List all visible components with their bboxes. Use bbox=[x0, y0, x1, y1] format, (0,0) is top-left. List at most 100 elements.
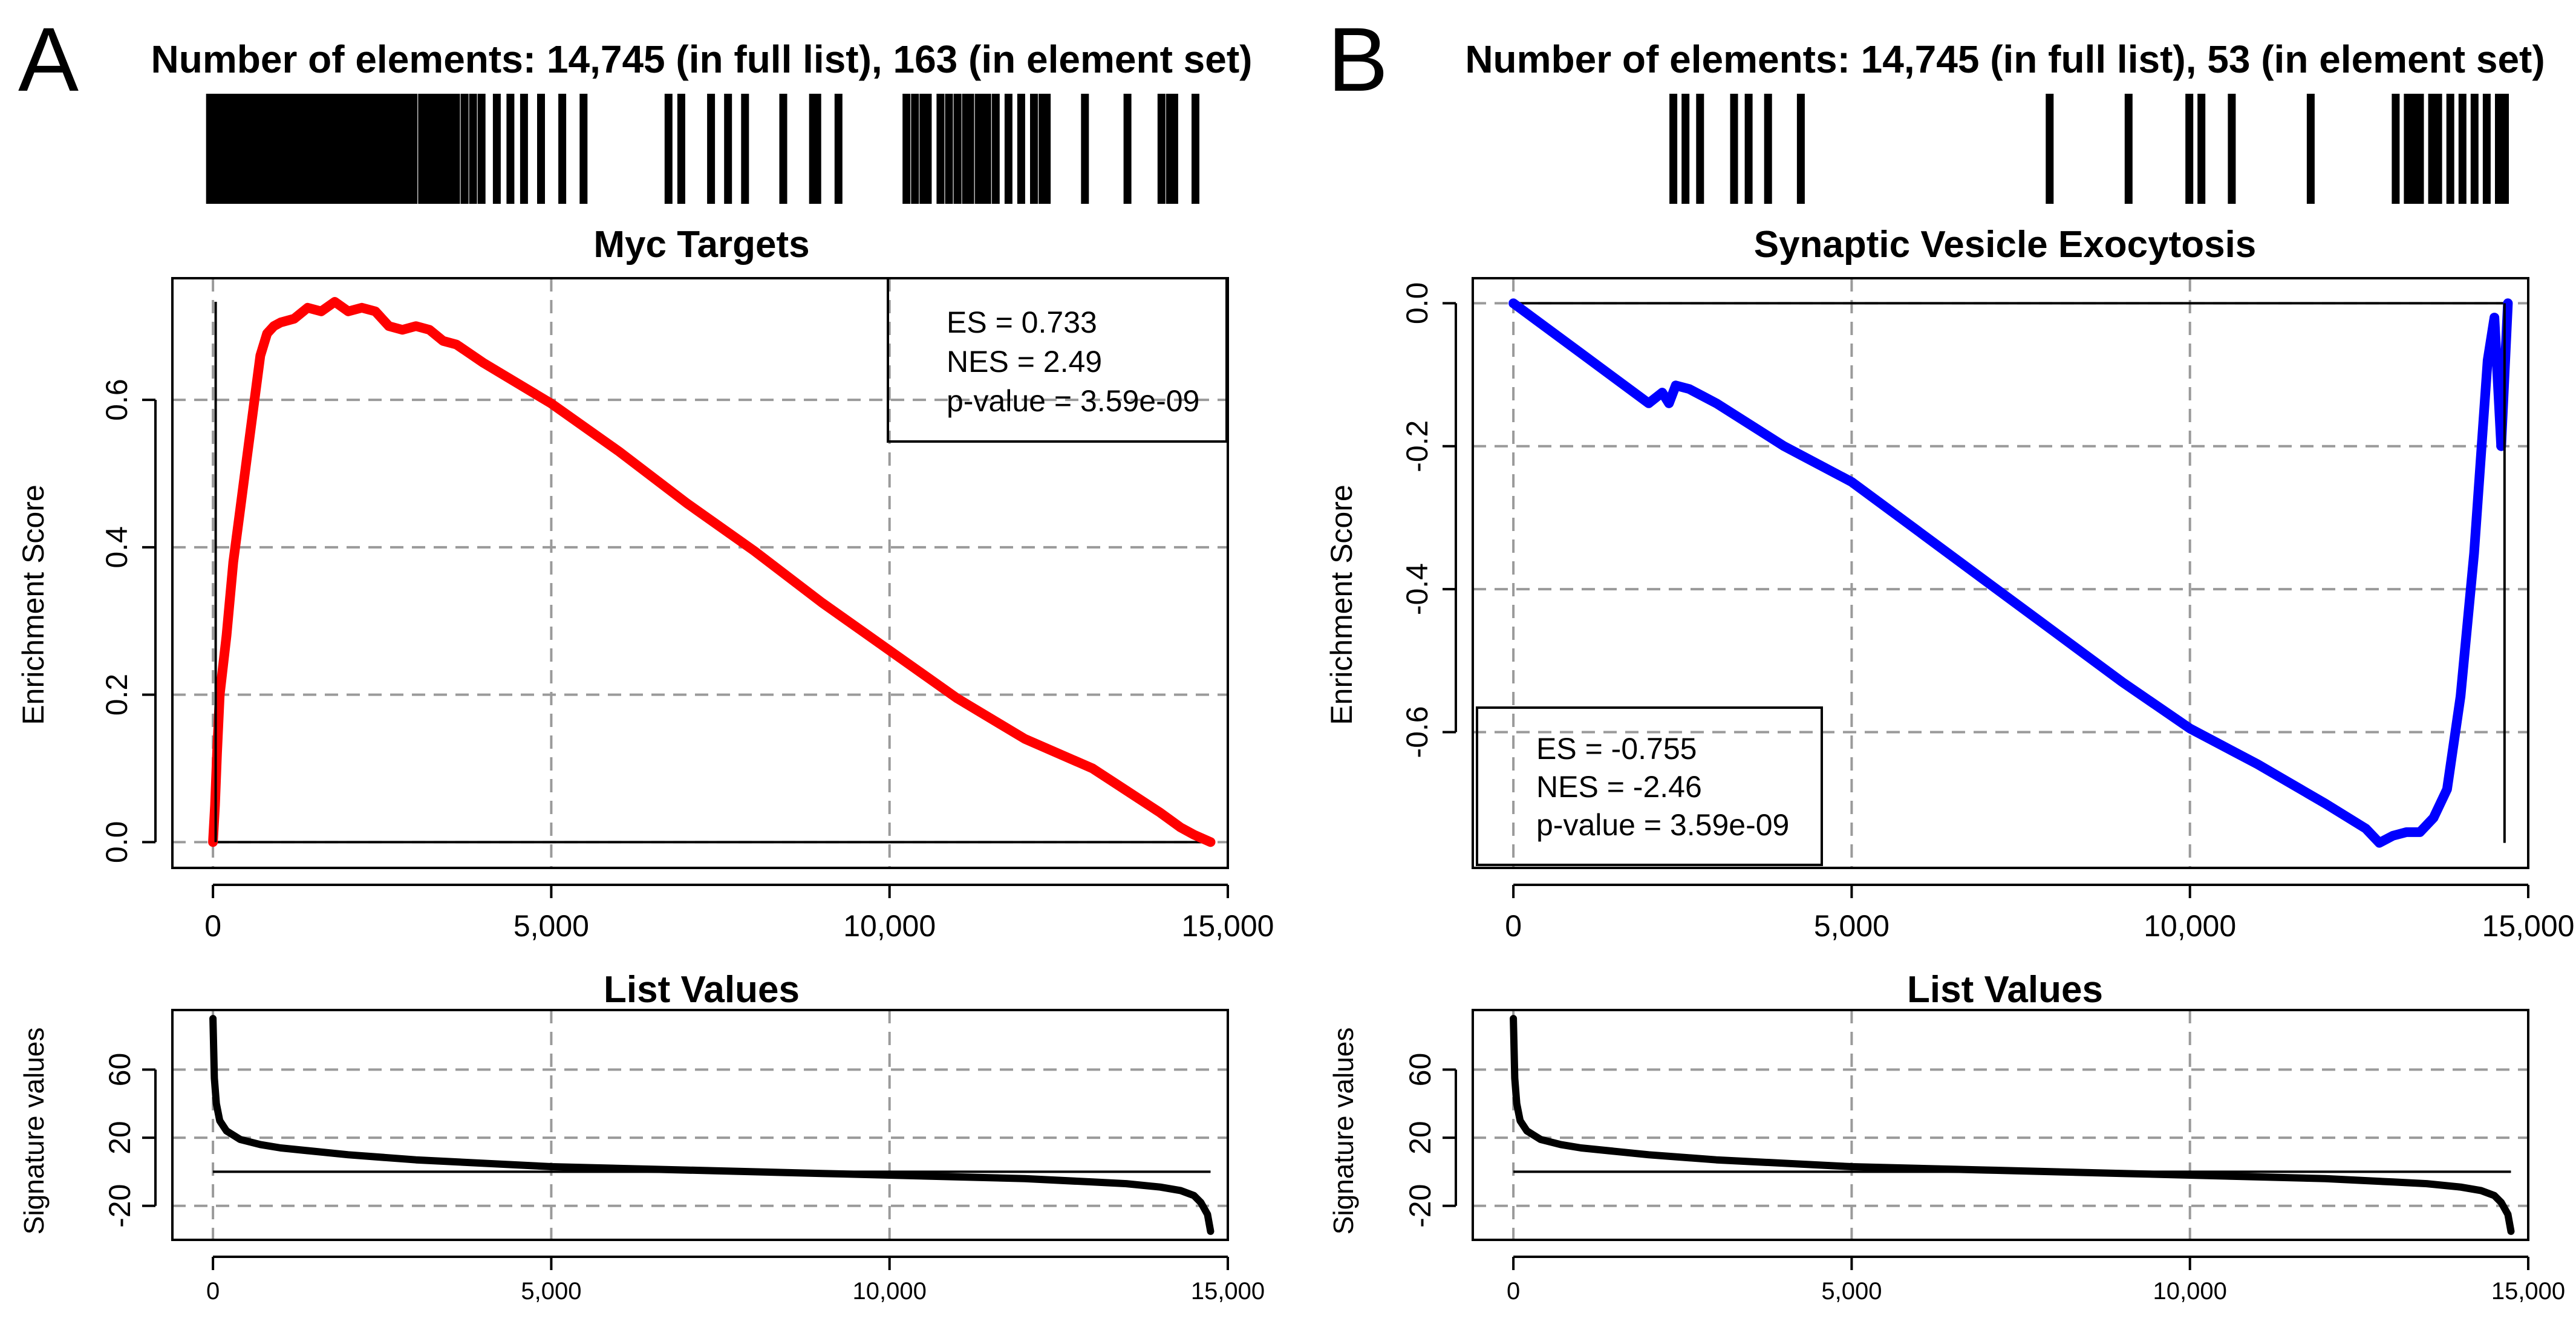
panel-a-barcode-hit bbox=[428, 94, 437, 204]
panel-b-barcode-hit bbox=[2495, 94, 2503, 204]
panel-a-barcode-hit bbox=[309, 94, 318, 204]
panel-a-barcode-hit bbox=[983, 94, 991, 204]
panel-b-signature-x-tick-label: 5,000 bbox=[1821, 1278, 1882, 1305]
panel-b-enrichment-x-tick-label: 5,000 bbox=[1814, 909, 1890, 943]
panel-a-barcode-hit bbox=[520, 94, 528, 204]
panel-a-barcode bbox=[206, 94, 1199, 204]
panel-a-barcode-hit bbox=[1030, 94, 1038, 204]
panel-a-enrichment-series bbox=[208, 297, 1216, 847]
panel-a-header-label: Number of elements: bbox=[151, 37, 536, 81]
panel-b-header: Number of elements: 14,745 (in full list… bbox=[1465, 37, 2545, 81]
panel-b-enrichment-x-tick-label: 15,000 bbox=[2482, 909, 2575, 943]
panel-a-legend-pvalue: p-value = 3.59e-09 bbox=[947, 384, 1199, 418]
panel-a-barcode-hit bbox=[469, 94, 477, 204]
panel-a-barcode-hit bbox=[396, 94, 404, 204]
panel-a-signature-plot: 0 5,000 10,000 15,000 -20 20 60 bbox=[103, 1009, 1265, 1305]
panel-b-barcode-hit bbox=[2501, 94, 2509, 204]
panel-a-barcode-hit bbox=[1017, 94, 1025, 204]
panel-b-enrichment-y-tick-label: -0.6 bbox=[1400, 706, 1434, 758]
panel-b-signature-y-tick-label: 60 bbox=[1403, 1053, 1437, 1087]
panel-b-barcode-hit bbox=[2482, 94, 2491, 204]
panel-b-barcode-hit bbox=[1730, 94, 1738, 204]
panel-a-barcode-hit bbox=[936, 94, 945, 204]
panel-b-signature-x-tick-label: 0 bbox=[1507, 1278, 1520, 1305]
panel-a-barcode-hit bbox=[813, 94, 821, 204]
panel-a-barcode-hit bbox=[953, 94, 962, 204]
panel-b-barcode-hit bbox=[2410, 94, 2418, 204]
panel-b-barcode-hit bbox=[1681, 94, 1690, 204]
panel-b-barcode-hit bbox=[2228, 94, 2236, 204]
panel-a-barcode-hit bbox=[492, 94, 501, 204]
panel-a-signature-x-tick-label: 0 bbox=[206, 1278, 220, 1305]
panel-a-barcode-hit bbox=[724, 94, 732, 204]
panel-b-barcode-hit bbox=[2416, 94, 2424, 204]
panel-a-signature-series bbox=[209, 1015, 1215, 1235]
panel-a-signature-y-tick-label: 20 bbox=[103, 1121, 137, 1155]
panel-a-signature-ylabel: Signature values bbox=[18, 1028, 50, 1235]
panel-a-enrichment-x-tick-label: 10,000 bbox=[843, 909, 936, 943]
panel-a-legend-box bbox=[887, 277, 1228, 443]
panel-a-barcode-hit bbox=[779, 94, 787, 204]
panel-b-enrichment-x-tick-label: 0 bbox=[1505, 909, 1522, 943]
panel-b-enrichment-x-tick-label: 10,000 bbox=[2144, 909, 2236, 943]
panel-a-enrichment-y-tick-label: 0.6 bbox=[100, 379, 134, 421]
panel-b-barcode-hit bbox=[2124, 94, 2133, 204]
panel-b-barcode-hit bbox=[2470, 94, 2479, 204]
panel-a-header-value: 14,745 (in full list), 163 (in element s… bbox=[547, 37, 1253, 81]
panel-b-barcode-hit bbox=[2197, 94, 2206, 204]
panel-a-enrichment-plot: 0 5,000 10,000 15,000 0.0 0.2 0.4 0.6 bbox=[100, 277, 1274, 943]
panel-b-legend-box bbox=[1476, 706, 1823, 866]
panel-b-legend: ES = -0.755 NES = -2.46 p-value = 3.59e-… bbox=[1476, 706, 1823, 866]
panel-a-barcode-hit bbox=[741, 94, 749, 204]
panel-a-barcode-hit bbox=[409, 94, 418, 204]
panel-a-barcode-hit bbox=[558, 94, 567, 204]
panel-a-barcode-hit bbox=[664, 94, 673, 204]
panel-a-barcode-hit bbox=[403, 94, 411, 204]
panel-b-enrichment-y-tick-label: -0.4 bbox=[1400, 563, 1434, 615]
panel-b-signature-y-tick-label: -20 bbox=[1403, 1184, 1437, 1228]
panel-b-barcode-hit bbox=[2185, 94, 2194, 204]
panel-a-barcode-hit bbox=[477, 94, 486, 204]
panel-a-barcode-hit bbox=[1123, 94, 1132, 204]
panel-a-barcode-hit bbox=[1170, 94, 1178, 204]
panel-a-barcode-hit bbox=[1043, 94, 1051, 204]
panel-a-enrichment-y-tick-label: 0.2 bbox=[100, 674, 134, 716]
panel-b-signature-x-tick-label: 15,000 bbox=[2491, 1278, 2565, 1305]
panel-a-barcode-hit bbox=[440, 94, 448, 204]
panel-b-enrichment-ylabel: Enrichment Score bbox=[1325, 484, 1358, 725]
panel-b-barcode-hit bbox=[2046, 94, 2054, 204]
panel-b-enrichment-series bbox=[1508, 298, 2513, 848]
panel-a-signature-x-tick-label: 10,000 bbox=[853, 1278, 927, 1305]
panel-a-barcode-hit bbox=[924, 94, 932, 204]
panel-a-enrichment-x-tick-label: 15,000 bbox=[1182, 909, 1274, 943]
panel-a-barcode-hit bbox=[452, 94, 460, 204]
panel-a-barcode-hit bbox=[1081, 94, 1089, 204]
panel-a-barcode-hit bbox=[1192, 94, 1199, 204]
panel-a-header: Number of elements: 14,745 (in full list… bbox=[151, 37, 1253, 81]
panel-a-barcode-hit bbox=[991, 94, 1000, 204]
panel-a: A Number of elements: 14,745 (in full li… bbox=[16, 8, 1274, 1305]
panel-b-signature-x-tick-label: 10,000 bbox=[2153, 1278, 2227, 1305]
panel-a-enrichment-y-tick-label: 0.4 bbox=[100, 526, 134, 569]
panel-a-barcode-hit bbox=[1157, 94, 1166, 204]
panel-b-barcode-hit bbox=[2428, 94, 2436, 204]
panel-a-enrichment-frame bbox=[171, 277, 1229, 869]
panel-a-barcode-hit bbox=[945, 94, 953, 204]
panel-a-barcode-hit bbox=[506, 94, 515, 204]
panel-b-header-value: 14,745 (in full list), 53 (in element se… bbox=[1861, 37, 2545, 81]
panel-a-barcode-hit bbox=[1004, 94, 1012, 204]
panel-a-legend-es: ES = 0.733 bbox=[947, 305, 1097, 339]
panel-b-barcode-hit bbox=[1764, 94, 1772, 204]
panel-b-barcode-hit bbox=[1744, 94, 1753, 204]
panel-b-barcode-hit bbox=[2446, 94, 2454, 204]
panel-b-barcode-hit bbox=[1796, 94, 1805, 204]
panel-a-enrichment-y-tick-label: 0.0 bbox=[100, 821, 134, 864]
panel-b-legend-pvalue: p-value = 3.59e-09 bbox=[1536, 808, 1789, 842]
panel-a-barcode-hit bbox=[902, 94, 911, 204]
panel-b-signature-frame bbox=[1472, 1009, 2529, 1241]
panel-a-barcode-hit bbox=[374, 94, 382, 204]
panel-letter-b: B bbox=[1328, 8, 1388, 110]
panel-a-barcode-hit bbox=[537, 94, 545, 204]
panel-a-barcode-hit bbox=[707, 94, 716, 204]
